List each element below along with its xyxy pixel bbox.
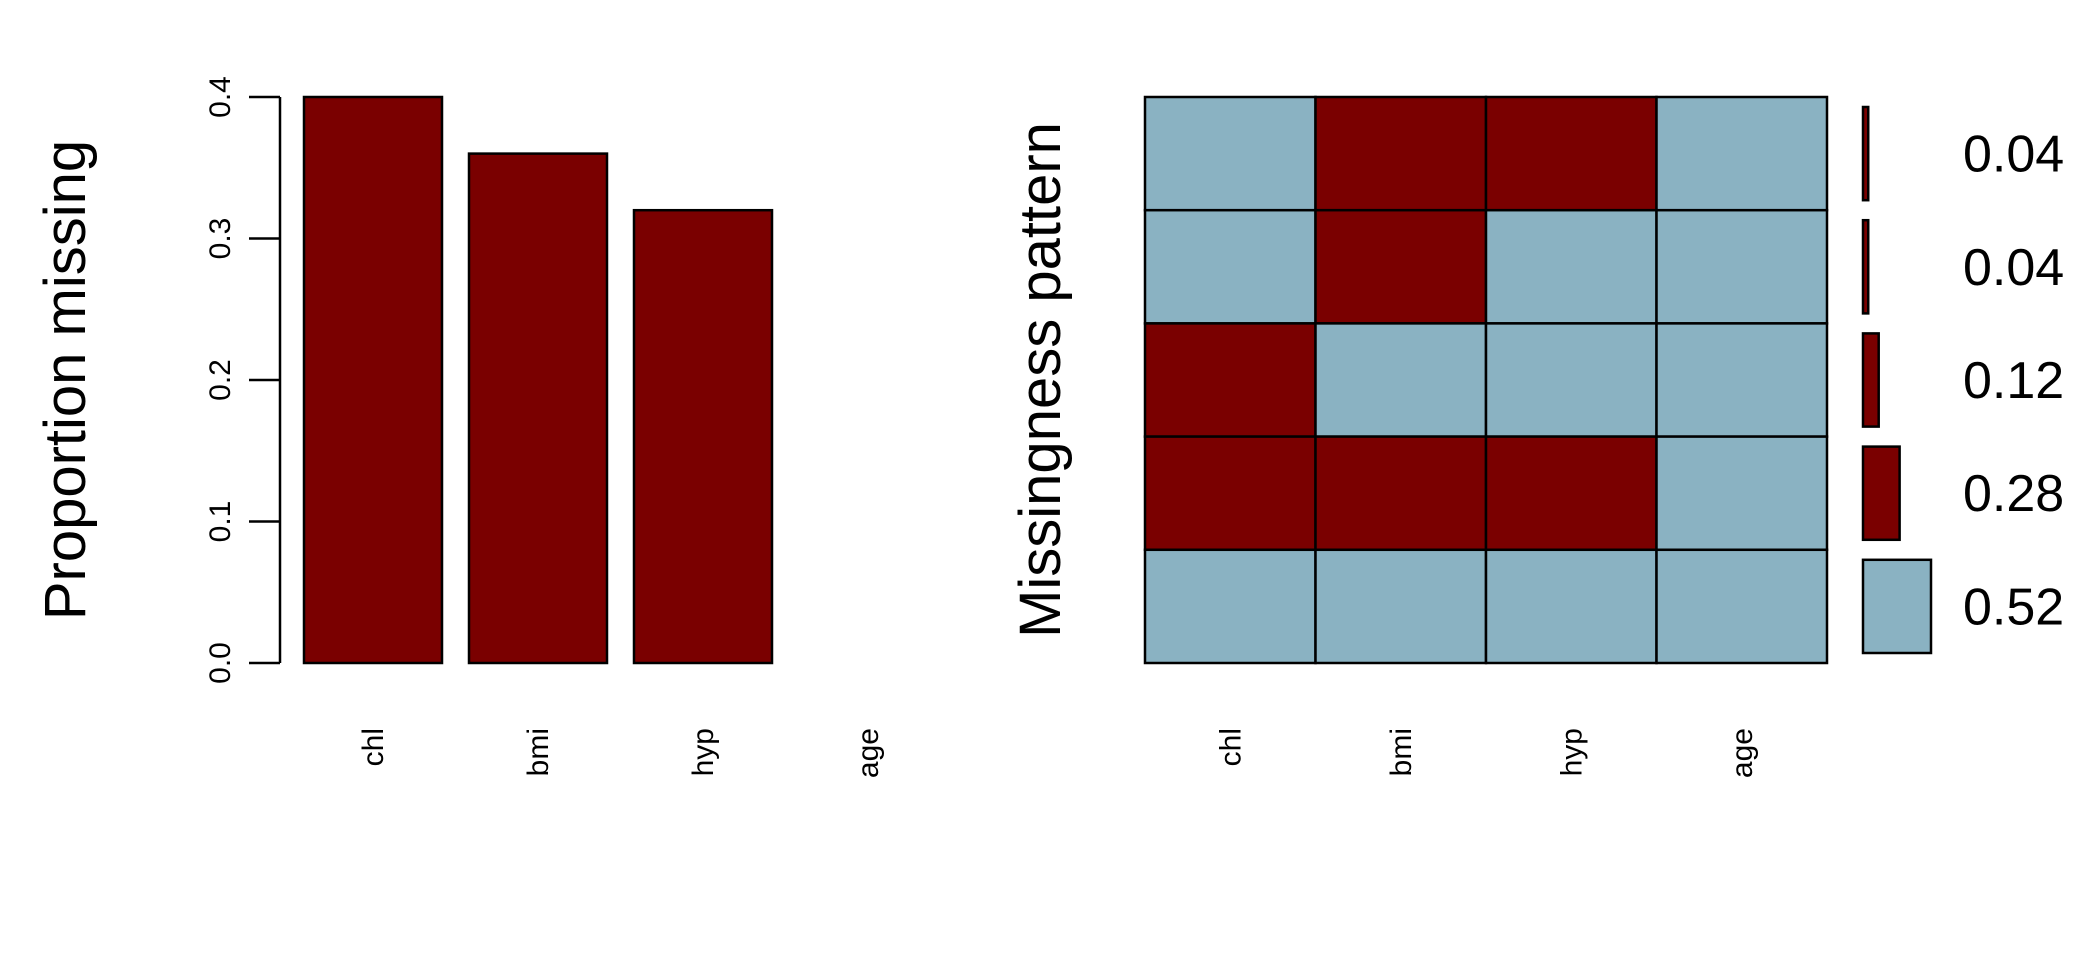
pattern-proportion-legend: 0.04 0.04 0.12 0.28 0.52 — [1861, 105, 2064, 655]
pattern-cell-3-chl — [1143, 322, 1317, 438]
legend-bar-1 — [1861, 105, 1870, 202]
legend-label-5: 0.52 — [1963, 578, 2064, 636]
bar-chart-x-tick-labels: chl bmi hyp age — [357, 728, 885, 778]
legend-bar-4 — [1861, 445, 1901, 542]
bar-chart-y-tick-label: 0.3 — [204, 218, 237, 260]
pattern-chart-x-tick-label-chl: chl — [1214, 728, 1247, 766]
bar-hyp — [632, 208, 774, 665]
pattern-chart-x-tick-labels: chl bmi hyp age — [1214, 728, 1759, 778]
bar-chart-x-tick-label-chl: chl — [357, 728, 390, 766]
bar-chart-bars — [302, 95, 774, 665]
pattern-chart-x-tick-label-age: age — [1726, 728, 1759, 778]
pattern-chart-x-tick-label-hyp: hyp — [1555, 728, 1588, 776]
pattern-cell-1-age — [1655, 95, 1829, 212]
legend-label-2: 0.04 — [1963, 239, 2064, 297]
pattern-cell-2-chl — [1143, 208, 1317, 325]
legend-bar-2 — [1861, 218, 1870, 315]
pattern-cell-1-bmi — [1314, 95, 1488, 212]
bar-chart-x-tick-label-age: age — [852, 728, 885, 778]
pattern-cell-5-age — [1655, 548, 1829, 665]
pattern-cell-4-chl — [1143, 435, 1317, 552]
bar-chart-y-tick-label: 0.2 — [204, 359, 237, 401]
legend-bar-3 — [1861, 332, 1880, 428]
legend-label-3: 0.12 — [1963, 352, 2064, 410]
legend-label-4: 0.28 — [1963, 465, 2064, 523]
pattern-cell-2-hyp — [1484, 208, 1658, 325]
pattern-cell-5-hyp — [1484, 548, 1658, 665]
pattern-cell-4-age — [1655, 435, 1829, 552]
pattern-cell-3-hyp — [1484, 322, 1658, 438]
pattern-grid — [1143, 95, 1829, 665]
bar-chart-y-axis: 0.0 0.1 0.2 0.3 0.4 — [204, 76, 282, 684]
pattern-cell-3-age — [1655, 322, 1829, 438]
bar-chart-y-tick-label: 0.1 — [204, 501, 237, 543]
pattern-chart-y-axis-title: Missingness pattern — [1008, 122, 1073, 638]
legend-label-1: 0.04 — [1963, 126, 2064, 184]
pattern-cell-4-bmi — [1314, 435, 1488, 552]
pattern-cell-1-chl — [1143, 95, 1317, 212]
pattern-cell-2-age — [1655, 208, 1829, 325]
bar-chart-y-tick-label: 0.4 — [204, 76, 237, 118]
proportion-missing-bar-chart: Proportion missing 0.0 0.1 0.2 0.3 0.4 chl bm… — [33, 76, 885, 778]
bar-chart-x-tick-label-hyp: hyp — [687, 728, 720, 776]
missingness-pattern-chart: Missingness pattern chl bmi hyp age 0.040.0… — [1008, 95, 2064, 778]
bar-chart-y-axis-title: Proportion missing — [33, 140, 98, 620]
pattern-cell-4-hyp — [1484, 435, 1658, 552]
pattern-cell-1-hyp — [1484, 95, 1658, 212]
legend-bar-5 — [1861, 558, 1933, 655]
bar-chart-x-tick-label-bmi: bmi — [522, 728, 555, 776]
pattern-cell-5-chl — [1143, 548, 1317, 665]
pattern-cell-3-bmi — [1314, 322, 1488, 438]
bar-chart-y-tick-label: 0.0 — [204, 642, 237, 684]
pattern-chart-x-tick-label-bmi: bmi — [1385, 728, 1418, 776]
bar-bmi — [467, 152, 609, 665]
pattern-cell-2-bmi — [1314, 208, 1488, 325]
pattern-cell-5-bmi — [1314, 548, 1488, 665]
bar-chl — [302, 95, 444, 665]
